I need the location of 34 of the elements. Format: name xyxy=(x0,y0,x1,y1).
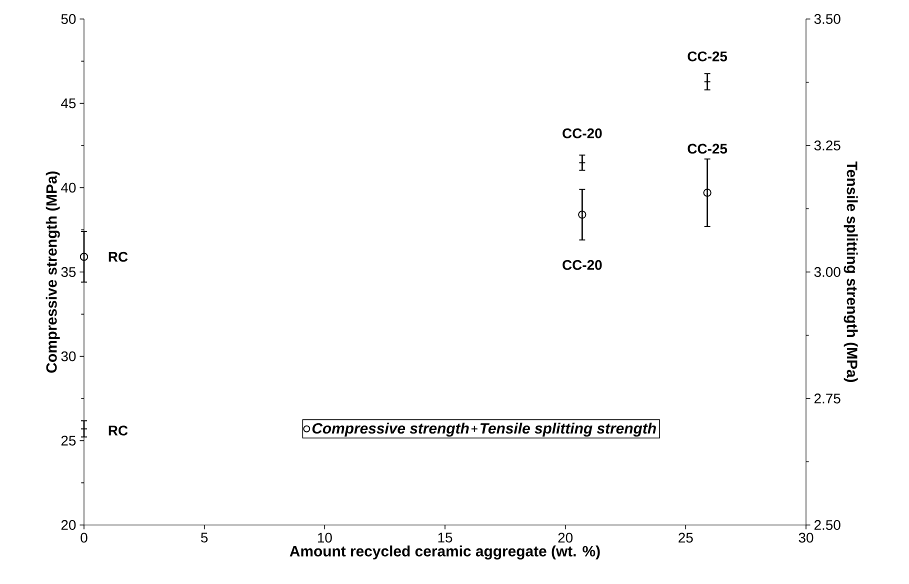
y2-tick-label: 2.75 xyxy=(814,394,840,404)
annotation: CC-20 xyxy=(562,260,602,270)
y-tick-label: 40 xyxy=(61,182,76,193)
y-tick-label: 50 xyxy=(61,14,76,24)
y-tick-label: 45 xyxy=(61,98,76,108)
x-tick-label: 20 xyxy=(558,532,573,543)
legend-label: Tensile splitting strength xyxy=(480,422,656,437)
annotation: CC-25 xyxy=(688,51,728,62)
x-tick-label: 30 xyxy=(798,532,814,543)
annotation: CC-20 xyxy=(562,128,602,138)
y-tick-label: 35 xyxy=(61,267,76,277)
y-axis-title: Compressive strength (MPa) xyxy=(46,171,60,373)
y2-tick-label: 3.00 xyxy=(814,267,840,277)
x-tick-label: 10 xyxy=(318,532,332,543)
annotation: RC xyxy=(108,252,128,262)
point xyxy=(578,159,586,166)
y2-axis-title: Tensile splitting strength (MPa) xyxy=(844,161,858,382)
y2-tick-label: 2.50 xyxy=(814,520,840,530)
y-tick-label: 20 xyxy=(61,520,76,530)
x-tick-label: 25 xyxy=(678,532,693,543)
y2-tick-label: 3.50 xyxy=(814,14,840,24)
annotation: CC-25 xyxy=(688,144,728,154)
x-axis-title: Amount recycled ceramic aggregate (wt. %) xyxy=(290,546,600,560)
annotation: RC xyxy=(108,426,128,436)
y-tick-label: 30 xyxy=(61,351,76,362)
point xyxy=(80,252,88,261)
point xyxy=(703,188,712,197)
legend-label: Compressive strength xyxy=(312,422,469,437)
x-tick-label: 15 xyxy=(438,532,452,543)
x-tick-label: 0 xyxy=(80,532,88,543)
point xyxy=(578,210,586,219)
x-tick-label: 5 xyxy=(201,532,208,543)
y-tick-label: 25 xyxy=(61,436,76,446)
y2-tick-label: 3.25 xyxy=(814,140,840,150)
